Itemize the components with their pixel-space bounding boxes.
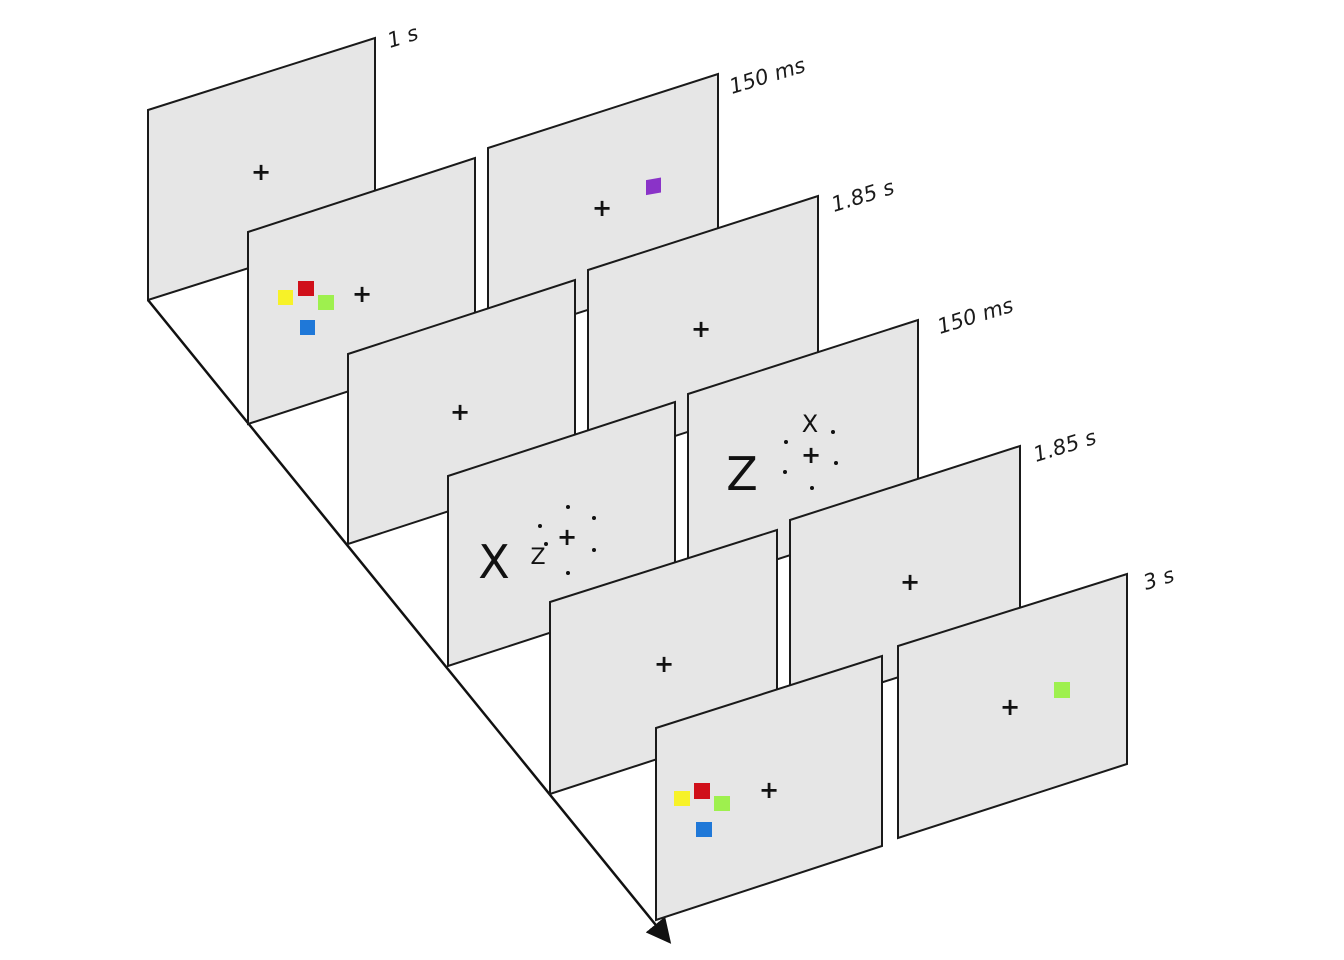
yellow-square — [278, 290, 293, 305]
search-large-letter: X — [478, 535, 510, 589]
search-large-letter: Z — [726, 447, 758, 501]
panel-probe-right: + — [897, 572, 1128, 840]
green-square — [714, 796, 730, 811]
duration-label-probe: 3 s — [1140, 563, 1177, 595]
green-square — [1054, 682, 1070, 698]
fixation-cross: + — [352, 280, 372, 308]
duration-label-delay-1: 1.85 s — [828, 175, 897, 217]
search-small-letter: X — [802, 410, 818, 438]
duration-label-delay-2: 1.85 s — [1030, 425, 1099, 467]
placeholder-dot — [566, 571, 570, 575]
placeholder-dot — [784, 440, 788, 444]
fixation-cross: + — [900, 568, 920, 596]
placeholder-dot — [831, 430, 835, 434]
placeholder-dot — [592, 516, 596, 520]
duration-label-search: 150 ms — [934, 293, 1016, 339]
fixation-cross: + — [691, 315, 711, 343]
time-axis-arrow — [147, 299, 672, 944]
duration-label-cue: 150 ms — [726, 53, 808, 99]
fixation-cross: + — [251, 158, 271, 186]
yellow-square — [674, 791, 690, 806]
duration-label-fixation: 1 s — [384, 21, 421, 53]
placeholder-dot — [544, 542, 548, 546]
fixation-cross: + — [592, 194, 612, 222]
placeholder-dot — [810, 486, 814, 490]
placeholder-dot — [538, 524, 542, 528]
fixation-cross: + — [654, 650, 674, 678]
placeholder-dot — [592, 548, 596, 552]
fixation-cross: + — [1000, 693, 1020, 721]
placeholder-dot — [783, 470, 787, 474]
purple-square — [646, 177, 661, 196]
placeholder-dot — [834, 461, 838, 465]
blue-square — [696, 822, 712, 837]
fixation-cross: + — [801, 441, 821, 469]
green-square — [318, 295, 334, 310]
fixation-cross: + — [450, 398, 470, 426]
placeholder-dot — [566, 505, 570, 509]
red-square — [298, 281, 314, 296]
red-square — [694, 783, 710, 799]
panel-memory-array-2: + — [655, 654, 883, 922]
fixation-cross: + — [759, 776, 779, 804]
search-small-letter: Z — [530, 545, 545, 570]
fixation-cross: + — [557, 523, 577, 551]
blue-square — [300, 320, 315, 335]
